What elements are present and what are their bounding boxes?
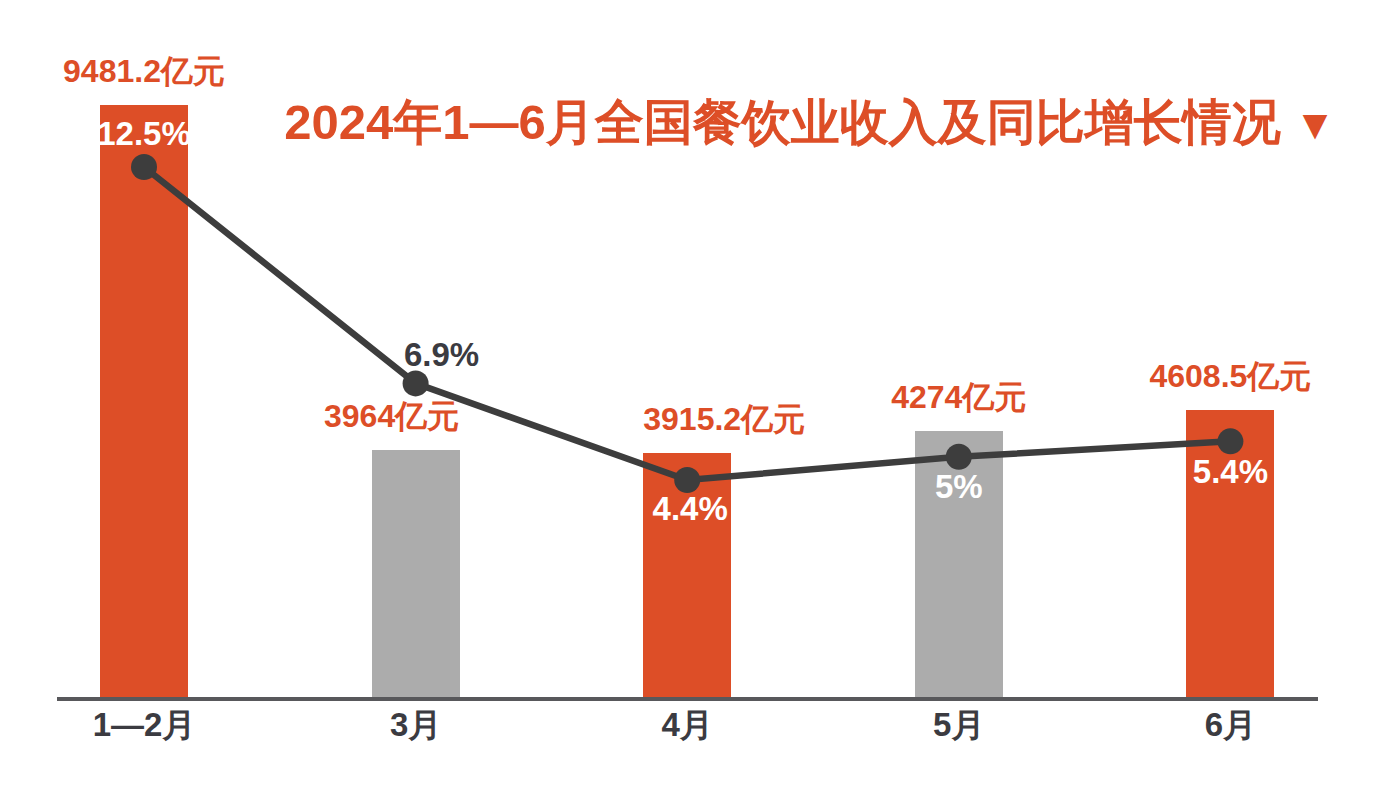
x-axis-label-1: 1—2月 <box>93 703 196 748</box>
bar-value-label-1: 9481.2亿元 <box>63 50 225 94</box>
x-axis-label-3: 4月 <box>662 703 713 748</box>
growth-dot-5 <box>1217 428 1243 454</box>
growth-dot-1 <box>131 154 157 180</box>
x-axis-label-5: 6月 <box>1205 703 1256 748</box>
growth-dot-4 <box>946 444 972 470</box>
bar-value-label-4: 4274亿元 <box>891 376 1026 420</box>
growth-label-2: 6.9% <box>404 336 479 374</box>
x-axis-label-4: 5月 <box>933 703 984 748</box>
bar-value-label-2: 3964亿元 <box>324 395 459 439</box>
bar-value-label-5: 4608.5亿元 <box>1149 355 1311 399</box>
growth-label-3: 4.4% <box>653 490 728 528</box>
x-axis-label-2: 3月 <box>390 703 441 748</box>
growth-label-1: 12.5% <box>97 115 191 153</box>
chart-canvas: 2024年1—6月全国餐饮业收入及同比增长情况 ▼ 9481.2亿元3964亿元… <box>0 0 1399 805</box>
bar-value-label-3: 3915.2亿元 <box>643 398 805 442</box>
growth-label-5: 5.4% <box>1193 453 1268 491</box>
growth-label-4: 5% <box>935 468 983 506</box>
x-axis-line <box>57 697 1318 701</box>
